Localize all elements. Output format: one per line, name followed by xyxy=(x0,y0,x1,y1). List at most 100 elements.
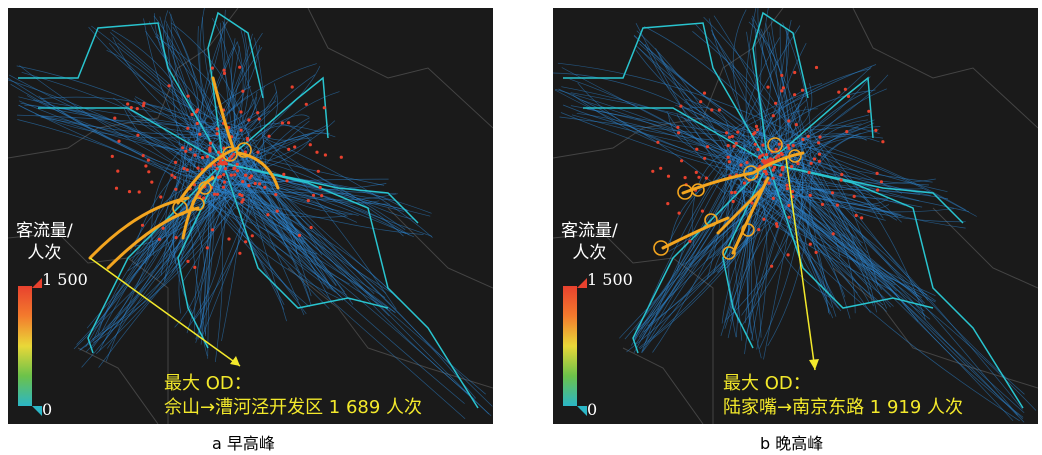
station-point xyxy=(318,185,322,190)
station-point xyxy=(221,185,226,189)
station-point xyxy=(282,172,286,176)
station-point xyxy=(222,71,227,75)
station-point xyxy=(266,213,270,217)
flow-line xyxy=(782,124,880,146)
flow-line xyxy=(812,151,903,194)
station-point xyxy=(781,168,785,172)
station-point xyxy=(223,167,227,171)
station-point xyxy=(126,102,130,106)
station-point xyxy=(651,169,655,173)
flow-line xyxy=(236,172,303,248)
flow-line xyxy=(757,181,831,298)
station-point xyxy=(725,131,729,135)
station-point xyxy=(188,147,192,151)
station-point xyxy=(666,174,671,178)
station-point xyxy=(244,240,248,244)
legend-color-bar xyxy=(563,286,577,406)
flow-line xyxy=(669,170,738,247)
station-point xyxy=(238,65,242,69)
station-point xyxy=(794,123,798,127)
station-point xyxy=(173,175,177,180)
max-od-label: 最大 OD： xyxy=(164,373,252,394)
station-point xyxy=(320,194,324,198)
station-point xyxy=(814,65,819,70)
flow-line xyxy=(184,194,396,314)
station-point xyxy=(757,228,761,232)
station-point xyxy=(840,172,844,177)
station-point xyxy=(754,124,759,128)
flow-line xyxy=(745,8,761,189)
flow-line xyxy=(134,130,233,247)
legend-title-line1: 客流量/ xyxy=(16,221,73,241)
station-point xyxy=(241,89,245,93)
station-point xyxy=(304,102,308,106)
flow-line xyxy=(692,31,800,139)
station-point xyxy=(217,162,221,166)
station-point xyxy=(876,188,880,192)
station-point xyxy=(117,139,121,143)
flow-line xyxy=(122,105,239,129)
station-point xyxy=(752,132,756,136)
station-point xyxy=(881,140,885,144)
flow-line xyxy=(90,196,188,351)
station-point xyxy=(306,199,310,203)
flow-line xyxy=(210,33,253,130)
station-point xyxy=(771,168,775,172)
station-point xyxy=(212,192,217,196)
station-point xyxy=(267,134,271,138)
flow-line xyxy=(743,37,781,151)
station-point xyxy=(142,101,146,105)
station-point xyxy=(774,222,779,226)
station-point xyxy=(758,154,762,158)
flow-line xyxy=(633,35,772,149)
max-od-pointer-arrowhead xyxy=(230,356,240,366)
flow-line xyxy=(759,143,920,202)
station-point xyxy=(680,159,684,163)
flow-line xyxy=(668,114,725,157)
station-point xyxy=(801,137,805,142)
flow-line xyxy=(681,105,749,147)
flow-line xyxy=(755,181,884,306)
station-point xyxy=(256,111,260,115)
station-point xyxy=(190,112,194,117)
flow-line xyxy=(255,65,321,139)
flow-line xyxy=(800,139,882,290)
station-point xyxy=(287,121,291,125)
legend-title-line1: 客流量/ xyxy=(561,221,618,241)
station-point xyxy=(860,216,864,220)
station-point xyxy=(235,162,239,166)
flow-line xyxy=(244,83,278,150)
flow-line xyxy=(558,88,726,195)
max-od-annotation: 最大 OD： 陆家嘴→南京东路 1 919 人次 xyxy=(723,372,963,420)
station-point xyxy=(774,101,778,105)
flow-line xyxy=(190,45,260,145)
flow-line xyxy=(787,189,925,312)
station-point xyxy=(800,88,805,92)
station-point xyxy=(181,146,185,150)
flow-line xyxy=(806,190,868,254)
station-point xyxy=(790,165,794,169)
station-point xyxy=(285,179,289,183)
station-point xyxy=(785,187,789,191)
flow-line xyxy=(192,141,385,186)
station-point xyxy=(195,121,199,126)
station-point xyxy=(791,143,795,148)
station-point xyxy=(309,225,313,230)
flow-line xyxy=(624,144,746,340)
station-point xyxy=(761,159,765,163)
station-point xyxy=(756,147,760,152)
station-point xyxy=(732,144,736,148)
station-point xyxy=(186,259,190,263)
flow-line xyxy=(799,139,837,317)
station-point xyxy=(771,196,775,200)
station-point xyxy=(182,166,186,171)
station-point xyxy=(174,187,178,191)
station-point xyxy=(699,100,703,104)
station-point xyxy=(137,190,141,194)
flow-line xyxy=(619,179,791,339)
station-point xyxy=(215,167,219,171)
station-point xyxy=(315,150,319,154)
flow-line xyxy=(214,189,352,195)
station-point xyxy=(806,134,810,138)
station-point xyxy=(770,264,774,268)
